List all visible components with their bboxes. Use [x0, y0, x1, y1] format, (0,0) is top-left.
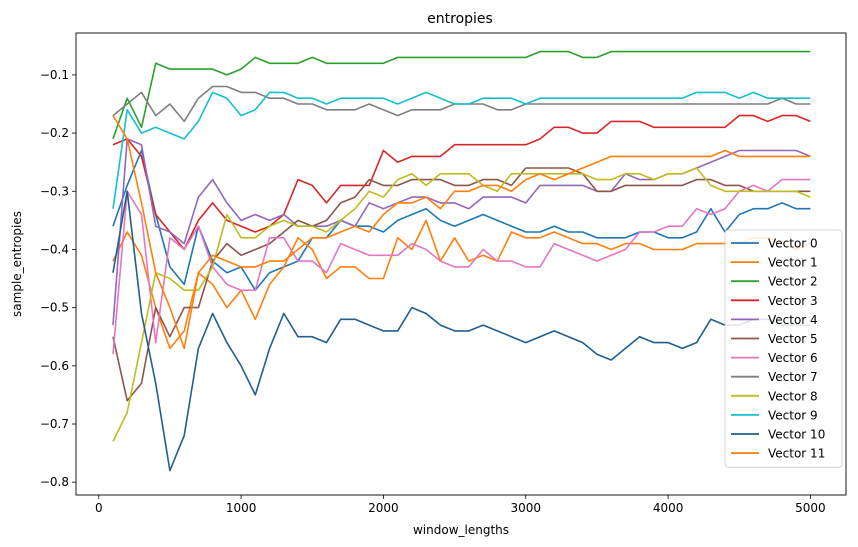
legend-label: Vector 10 [768, 428, 825, 442]
y-tick-label: −0.4 [40, 242, 69, 256]
legend-box [724, 229, 843, 468]
legend-label: Vector 3 [768, 294, 818, 308]
y-tick-label: −0.1 [40, 68, 69, 82]
series-line-vector-10 [112, 190, 811, 472]
series-line-vector-0 [112, 149, 811, 292]
legend: Vector 0 Vector 1 Vector 2 Vector 3 Vector 4… [724, 229, 843, 468]
legend-label: Vector 9 [768, 408, 818, 422]
plot-frame [75, 32, 847, 496]
x-tick-label: 1000 [226, 501, 257, 515]
x-tick-label: 0 [95, 501, 103, 515]
x-tick-label: 5000 [795, 501, 826, 515]
series-line-vector-3 [112, 114, 811, 251]
legend-label: Vector 0 [768, 237, 818, 251]
legend-label: Vector 11 [768, 447, 825, 461]
series-line-vector-5 [112, 167, 811, 402]
series-line-vector-11 [112, 115, 811, 350]
y-tick-label: −0.3 [40, 184, 69, 198]
y-axis-label: sample_entropies [10, 211, 24, 317]
legend-label: Vector 4 [768, 313, 818, 327]
y-tick-label: −0.2 [40, 126, 69, 140]
legend-label: Vector 8 [768, 389, 818, 403]
x-axis-label: window_lengths [413, 523, 509, 537]
series-line-vector-9 [112, 91, 811, 209]
series-line-vector-8 [112, 167, 811, 442]
x-tick-label: 2000 [368, 501, 399, 515]
x-tick-label: 3000 [510, 501, 541, 515]
plot-area [112, 50, 811, 472]
chart-title: entropies [427, 11, 493, 27]
y-tick-label: −0.8 [40, 475, 69, 489]
series-line-vector-6 [112, 178, 811, 355]
legend-label: Vector 2 [768, 275, 818, 289]
series-line-vector-1 [112, 219, 811, 350]
x-tick-label: 4000 [653, 501, 684, 515]
legend-label: Vector 7 [768, 370, 818, 384]
y-tick-label: −0.7 [40, 417, 69, 431]
x-axis: 0 1000 2000 3000 4000 5000 [95, 495, 826, 515]
legend-label: Vector 1 [768, 256, 818, 270]
series-line-vector-2 [112, 50, 811, 140]
y-tick-label: −0.5 [40, 301, 69, 315]
y-axis: −0.8 −0.7 −0.6 −0.5 −0.4 −0.3 −0.2 −0.1 [40, 68, 76, 489]
legend-label: Vector 6 [768, 351, 818, 365]
y-tick-label: −0.6 [40, 359, 69, 373]
legend-label: Vector 5 [768, 332, 818, 346]
